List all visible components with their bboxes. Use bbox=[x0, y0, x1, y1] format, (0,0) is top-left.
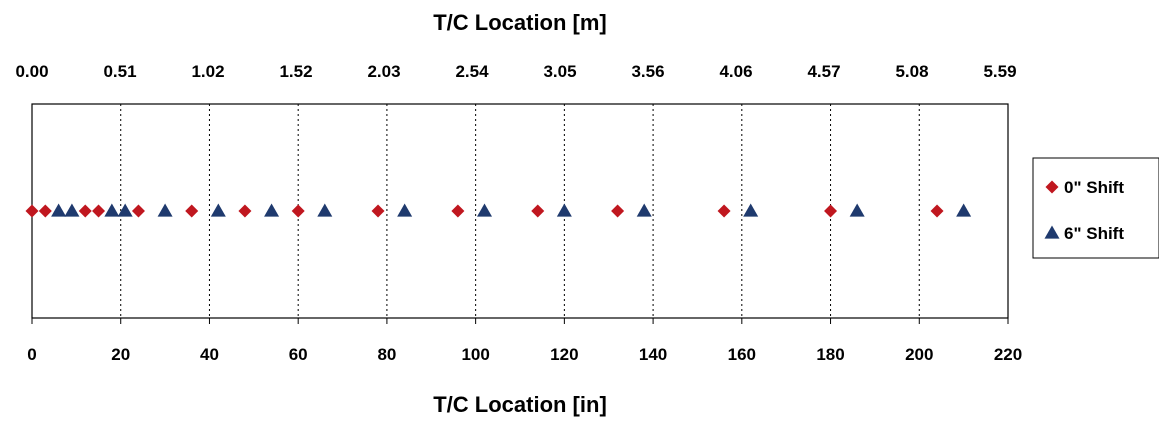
x-tick-label: 20 bbox=[111, 345, 130, 364]
data-point-0in-shift bbox=[371, 204, 385, 218]
bottom-axis-title: T/C Location [in] bbox=[433, 392, 607, 417]
x2-tick-label: 2.54 bbox=[455, 62, 489, 81]
data-point-6in-shift bbox=[117, 203, 133, 217]
data-point-0in-shift bbox=[131, 204, 145, 218]
data-point-6in-shift bbox=[317, 203, 333, 217]
x-tick-label: 180 bbox=[816, 345, 844, 364]
x-tick-label: 100 bbox=[461, 345, 489, 364]
data-point-0in-shift bbox=[38, 204, 52, 218]
data-point-0in-shift bbox=[611, 204, 625, 218]
data-point-6in-shift bbox=[477, 203, 493, 217]
data-point-0in-shift bbox=[78, 204, 92, 218]
data-point-0in-shift bbox=[531, 204, 545, 218]
data-point-6in-shift bbox=[556, 203, 572, 217]
data-point-6in-shift bbox=[636, 203, 652, 217]
x-tick-label: 0 bbox=[27, 345, 36, 364]
data-point-0in-shift bbox=[25, 204, 39, 218]
data-point-6in-shift bbox=[397, 203, 413, 217]
legend-box bbox=[1032, 157, 1159, 259]
data-point-0in-shift bbox=[930, 204, 944, 218]
plot-area bbox=[31, 103, 1009, 319]
data-point-0in-shift bbox=[291, 204, 305, 218]
data-point-6in-shift bbox=[51, 203, 67, 217]
bottom-axis-tick-marks bbox=[31, 318, 1009, 324]
vertical-gridlines bbox=[120, 104, 920, 318]
data-markers bbox=[25, 203, 972, 218]
data-point-0in-shift bbox=[238, 204, 252, 218]
legend-label: 6" Shift bbox=[1064, 224, 1124, 243]
x-tick-label: 60 bbox=[289, 345, 308, 364]
x-tick-label: 200 bbox=[905, 345, 933, 364]
data-point-0in-shift bbox=[451, 204, 465, 218]
legend-marker bbox=[1045, 180, 1059, 194]
legend-label: 0" Shift bbox=[1064, 178, 1124, 197]
x-tick-label: 140 bbox=[639, 345, 667, 364]
x2-tick-label: 3.05 bbox=[543, 62, 576, 81]
top-axis-title: T/C Location [m] bbox=[433, 10, 607, 35]
data-point-6in-shift bbox=[956, 203, 972, 217]
data-point-6in-shift bbox=[64, 203, 80, 217]
data-point-6in-shift bbox=[210, 203, 226, 217]
x-tick-label: 80 bbox=[377, 345, 396, 364]
data-point-6in-shift bbox=[104, 203, 120, 217]
data-point-6in-shift bbox=[743, 203, 759, 217]
top-axis-tick-labels: 0.00 0.51 1.02 1.52 2.03 2.54 3.05 3.56 4.06 4.57… bbox=[15, 62, 1016, 81]
bottom-axis-tick-labels: 0 20 40 60 80 100 120 140 160 180 200 220 bbox=[27, 345, 1022, 364]
legend-marker bbox=[1044, 225, 1060, 239]
x2-tick-label: 0.00 bbox=[15, 62, 48, 81]
x2-tick-label: 4.06 bbox=[719, 62, 752, 81]
x2-tick-label: 1.02 bbox=[191, 62, 224, 81]
data-point-0in-shift bbox=[185, 204, 199, 218]
data-point-0in-shift bbox=[92, 204, 106, 218]
x2-tick-label: 5.08 bbox=[895, 62, 928, 81]
legend: 0" Shift 6" Shift bbox=[1032, 157, 1159, 259]
x-tick-label: 160 bbox=[728, 345, 756, 364]
x2-tick-label: 5.59 bbox=[983, 62, 1016, 81]
x-tick-label: 40 bbox=[200, 345, 219, 364]
data-point-6in-shift bbox=[849, 203, 865, 217]
x-tick-label: 120 bbox=[550, 345, 578, 364]
x2-tick-label: 0.51 bbox=[103, 62, 136, 81]
data-point-0in-shift bbox=[824, 204, 838, 218]
x2-tick-label: 1.52 bbox=[279, 62, 312, 81]
data-point-6in-shift bbox=[157, 203, 173, 217]
x2-tick-label: 3.56 bbox=[631, 62, 664, 81]
x2-tick-label: 2.03 bbox=[367, 62, 400, 81]
data-point-6in-shift bbox=[264, 203, 280, 217]
x-tick-label: 220 bbox=[994, 345, 1022, 364]
data-point-0in-shift bbox=[717, 204, 731, 218]
x2-tick-label: 4.57 bbox=[807, 62, 840, 81]
